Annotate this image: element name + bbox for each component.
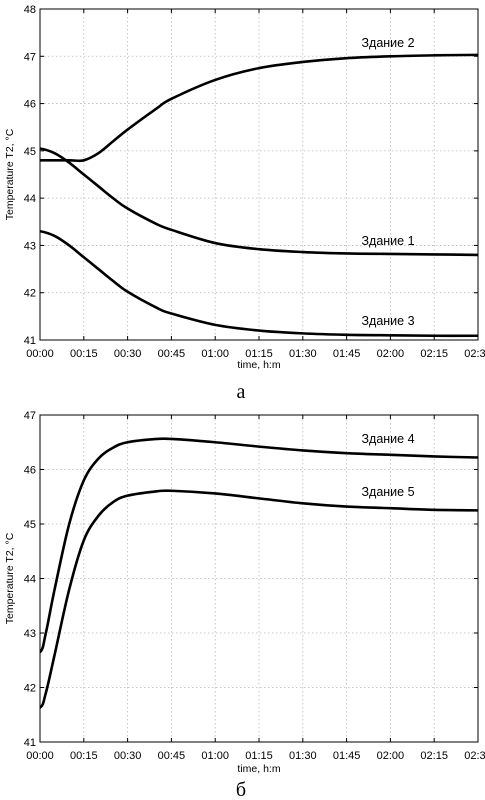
y-tick-label: 42: [24, 288, 36, 300]
y-tick-label: 46: [24, 99, 36, 111]
x-tick-label: 00:30: [114, 750, 142, 762]
caption-a: а: [237, 381, 246, 403]
x-tick-label: 01:45: [333, 348, 361, 360]
x-axis-label-b: time, h:m: [237, 763, 280, 775]
y-tick-label: 43: [24, 628, 36, 640]
chart-a: 00:00 00:15 00:30 00:45 01:00 01:15 01:30 01:45…: [4, 4, 485, 403]
y-tick-label: 42: [24, 683, 36, 695]
x-axis-label-a: time, h:m: [237, 359, 280, 371]
series-line-b-2: [40, 489, 478, 710]
x-tick-label: 01:15: [245, 348, 273, 360]
y-tick-label: 45: [24, 519, 36, 531]
series-label: Здание 4: [361, 432, 414, 446]
caption-b: б: [236, 779, 246, 800]
x-tick-label: 01:00: [201, 348, 229, 360]
y-tick-label: 44: [24, 193, 36, 205]
y-tick-label: 47: [24, 410, 36, 422]
series-line-a-1: [40, 53, 478, 163]
series-label: Здание 3: [361, 314, 414, 328]
x-tick-label: 00:00: [26, 750, 54, 762]
y-tick-label: 43: [24, 240, 36, 252]
y-tick-label: 41: [24, 737, 36, 749]
x-tick-label: 02:30: [464, 750, 485, 762]
y-axis-label-a: Temperature T2, °C: [4, 128, 16, 220]
y-tick-label: 45: [24, 146, 36, 158]
series-line-a-3: [40, 229, 478, 338]
y-tick-label: 47: [24, 51, 36, 63]
x-tick-label: 01:00: [201, 750, 229, 762]
x-tick-label: 01:30: [289, 348, 317, 360]
y-tick-label: 44: [24, 574, 36, 586]
x-tick-label: 01:30: [289, 750, 317, 762]
x-tick-label: 00:45: [158, 348, 186, 360]
x-tick-label: 02:00: [377, 750, 405, 762]
x-tick-label: 00:45: [158, 750, 186, 762]
x-tick-label: 02:00: [377, 348, 405, 360]
series-line-b-1: [40, 437, 478, 654]
x-tick-label: 02:30: [464, 348, 485, 360]
series-label: Здание 2: [361, 36, 414, 50]
y-tick-label: 46: [24, 465, 36, 477]
x-tick-label: 02:15: [420, 348, 448, 360]
y-axis-label-b: Temperature T2, °C: [4, 532, 16, 624]
series-line-a-2: [40, 147, 478, 257]
x-tick-label: 00:15: [70, 348, 98, 360]
x-tick-label: 01:45: [333, 750, 361, 762]
series-label: Здание 5: [361, 485, 414, 499]
x-tick-label: 01:15: [245, 750, 273, 762]
x-tick-label: 00:00: [26, 348, 54, 360]
y-tick-label: 48: [24, 4, 36, 16]
x-tick-label: 02:15: [420, 750, 448, 762]
x-tick-label: 00:30: [114, 348, 142, 360]
chart-b: 00:00 00:15 00:30 00:45 01:00 01:15 01:30 01:45…: [4, 410, 485, 800]
series-label: Здание 1: [361, 234, 414, 248]
y-tick-label: 41: [24, 335, 36, 347]
x-tick-label: 00:15: [70, 750, 98, 762]
